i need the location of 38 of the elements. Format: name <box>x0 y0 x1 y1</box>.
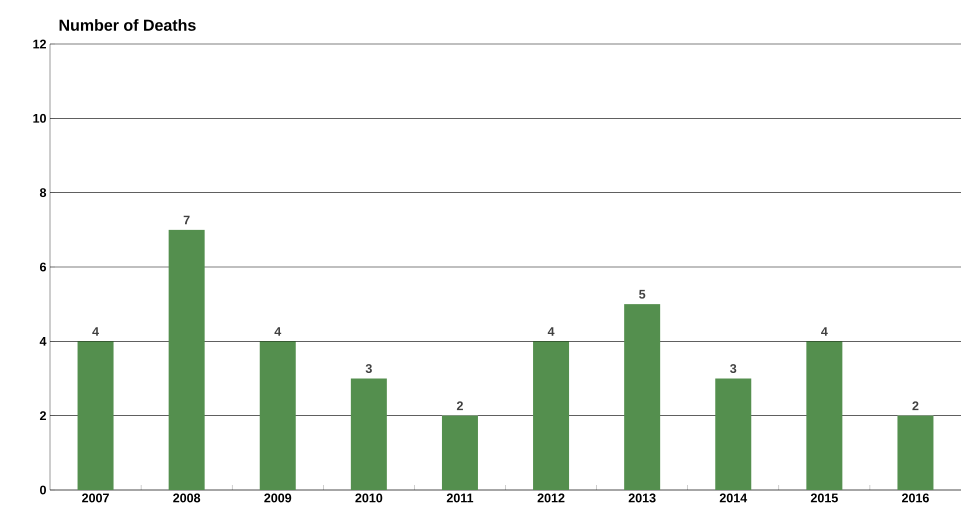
x-tick-label: 2016 <box>902 494 929 502</box>
x-tick-label: 2015 <box>810 494 838 502</box>
bar <box>350 378 387 490</box>
bar <box>806 341 842 490</box>
bar <box>260 341 296 490</box>
data-label: 2 <box>912 401 918 410</box>
data-label: 4 <box>274 327 282 336</box>
x-tick-label: 2013 <box>628 494 656 502</box>
x-tick-label: 2007 <box>82 494 109 502</box>
data-label: 3 <box>730 364 736 373</box>
y-tick-label: 10 <box>33 114 46 123</box>
x-tick-label: 2010 <box>355 494 382 502</box>
data-label: 4 <box>92 327 99 336</box>
bar <box>897 416 934 490</box>
y-tick-label: 2 <box>40 411 46 420</box>
y-tick-label: 12 <box>33 40 46 48</box>
chart-title: Number of Deaths <box>60 19 196 31</box>
x-tick-label: 2014 <box>720 494 748 502</box>
y-tick-label: 6 <box>40 262 46 272</box>
bar <box>168 230 205 490</box>
bar <box>715 378 752 490</box>
y-tick-label: 0 <box>40 486 46 494</box>
y-tick-label: 8 <box>40 188 46 198</box>
x-tick-label: 2008 <box>173 494 200 502</box>
x-tick-label: 2009 <box>264 494 292 502</box>
x-tick-label: 2012 <box>538 494 564 502</box>
data-label: 2 <box>456 401 463 410</box>
y-tick-label: 4 <box>40 337 46 346</box>
data-label: 5 <box>639 290 646 299</box>
data-label: 4 <box>548 327 554 336</box>
bar <box>533 341 570 490</box>
bar <box>442 416 478 490</box>
data-label: 7 <box>184 216 190 224</box>
bar <box>78 341 114 490</box>
x-tick-label: 2011 <box>446 494 474 502</box>
data-label: 4 <box>821 327 828 336</box>
data-label: 3 <box>366 364 372 373</box>
bar <box>624 304 660 490</box>
